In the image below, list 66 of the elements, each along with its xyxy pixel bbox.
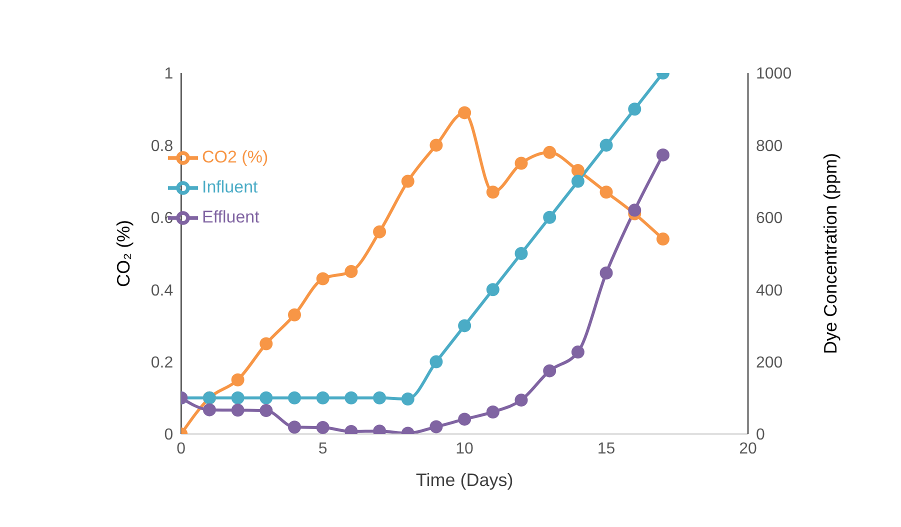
point: [288, 391, 301, 404]
text: CO2 (%): [202, 147, 268, 166]
y-tick-label: 0.8: [150, 138, 174, 155]
point: [231, 391, 244, 404]
y-tick-label: 0: [164, 426, 174, 444]
y2-tick-label: 1000: [756, 66, 792, 83]
x-axis-title: Time (Days): [416, 470, 514, 490]
point: [260, 337, 273, 350]
x-tick-label: 0: [176, 440, 186, 458]
point: [316, 391, 330, 404]
point: [656, 232, 670, 246]
point: [571, 164, 584, 177]
y2-tick-label: 800: [756, 138, 783, 155]
point: [514, 156, 528, 170]
x-tick-label: 15: [597, 440, 616, 458]
x-tick-label: 20: [739, 440, 757, 458]
y2-tick-label: 400: [756, 282, 783, 300]
point: [231, 404, 244, 417]
y2-tick-label: 0: [756, 426, 765, 444]
point: [260, 404, 273, 418]
point: [231, 373, 244, 386]
point: [486, 405, 500, 418]
y2-tick-label: 200: [756, 354, 783, 372]
point: [401, 392, 414, 406]
point: [344, 265, 358, 278]
point: [600, 186, 613, 199]
point: [288, 420, 301, 434]
point: [656, 148, 670, 162]
point: [514, 394, 528, 407]
point: [600, 138, 613, 152]
point: [458, 106, 472, 120]
y-tick-label: 1: [164, 66, 174, 83]
point: [628, 204, 642, 217]
y-tick-label: 0.2: [150, 354, 174, 372]
point: [543, 146, 556, 159]
point: [486, 186, 500, 199]
point: [430, 420, 443, 434]
point: [543, 210, 556, 224]
point: [401, 174, 414, 188]
point: [288, 308, 301, 322]
point: [316, 272, 330, 286]
text: Influent: [202, 177, 258, 196]
point: [373, 225, 386, 238]
point: [543, 364, 556, 378]
point: [373, 391, 386, 404]
y2-axis-title: Dye Concentration (ppm): [820, 152, 840, 354]
point: [316, 421, 330, 434]
point: [458, 412, 472, 426]
y-tick-label: 0.4: [150, 282, 174, 300]
y-axis-title: CO₂ (%): [114, 220, 134, 287]
point: [458, 319, 472, 332]
point: [344, 391, 358, 404]
x-tick-label: 10: [456, 440, 474, 458]
x-tick-label: 5: [318, 440, 328, 458]
point: [430, 355, 443, 368]
point: [571, 174, 584, 188]
point: [628, 102, 642, 116]
point: [430, 138, 443, 152]
point: [486, 283, 500, 296]
point: [571, 346, 584, 359]
point: [514, 247, 528, 260]
point: [600, 266, 613, 280]
text: Effluent: [202, 207, 260, 226]
point: [202, 403, 216, 416]
y2-tick-label: 600: [756, 210, 783, 228]
point: [260, 391, 273, 404]
